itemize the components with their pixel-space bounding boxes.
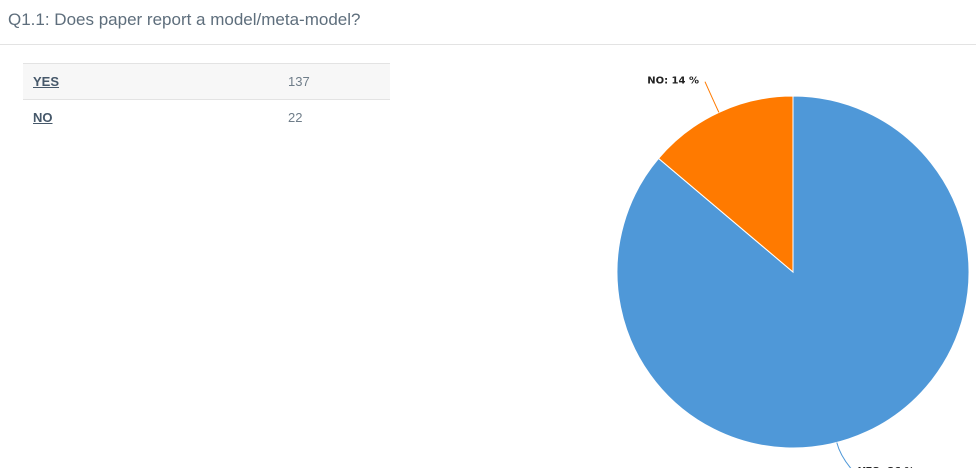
pie-chart: YES: 86 % NO: 14 %: [616, 76, 970, 468]
answer-count-yes: 137: [278, 63, 390, 100]
question-title: Q1.1: Does paper report a model/meta-mod…: [8, 10, 361, 29]
question-header: Q1.1: Does paper report a model/meta-mod…: [0, 0, 976, 45]
table-row: YES 137: [23, 63, 390, 100]
answer-link-yes[interactable]: YES: [33, 74, 60, 89]
pie-slice-no[interactable]: [657, 95, 794, 274]
answer-link-no[interactable]: NO: [33, 110, 53, 126]
table-row: NO 22: [23, 100, 390, 136]
answer-count-no: 22: [288, 110, 303, 126]
answer-table: YES 137 NO 22: [23, 63, 390, 136]
connector-no: [704, 81, 720, 113]
connector-yes: [836, 442, 852, 468]
slice-label-yes: YES: 86 %: [857, 466, 914, 468]
slice-label-no: NO: 14 %: [647, 76, 699, 87]
